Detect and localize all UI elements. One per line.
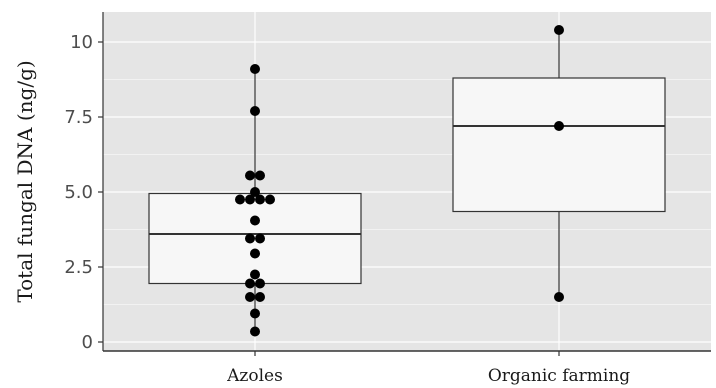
data-point — [245, 170, 255, 181]
data-point — [235, 194, 245, 205]
data-point — [245, 233, 255, 244]
y-tick-label: 5.0 — [64, 182, 93, 203]
x-tick-label: Azoles — [226, 366, 283, 386]
y-tick-label: 7.5 — [64, 107, 93, 128]
data-point — [245, 194, 255, 205]
data-point — [255, 233, 265, 244]
y-tick-label: 10 — [70, 32, 93, 53]
data-point — [255, 292, 265, 302]
data-point — [245, 278, 255, 289]
data-point — [250, 269, 260, 280]
data-point — [554, 292, 564, 302]
y-tick-label: 0 — [82, 332, 93, 353]
data-point — [250, 106, 260, 116]
box-organic-farming — [452, 30, 666, 297]
data-point — [554, 25, 564, 35]
data-point — [245, 292, 255, 302]
data-point — [255, 170, 265, 181]
data-point — [250, 326, 260, 337]
data-point — [250, 248, 260, 259]
x-tick-label: Organic farming — [488, 366, 630, 386]
data-point — [265, 194, 275, 205]
y-tick-label: 2.5 — [64, 257, 93, 278]
y-axis-title: Total fungal DNA (ng/g) — [13, 60, 37, 302]
data-point — [554, 121, 564, 131]
data-point — [255, 278, 265, 289]
data-point — [250, 215, 260, 226]
data-point — [250, 64, 260, 74]
axes: 0 2.5 5.0 7.5 10 Azoles Organic farming — [64, 12, 711, 386]
data-point — [250, 187, 260, 197]
data-points — [235, 25, 564, 337]
box-rect — [452, 77, 666, 213]
data-point — [250, 308, 260, 319]
data-point — [255, 194, 265, 205]
